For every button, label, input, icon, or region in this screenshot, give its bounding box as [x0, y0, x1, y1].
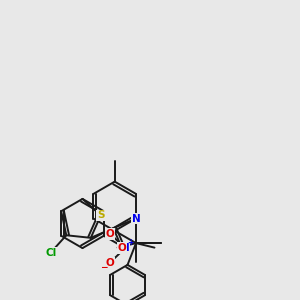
- Text: −: −: [100, 262, 107, 272]
- Text: O: O: [106, 229, 115, 239]
- Text: O: O: [118, 243, 126, 253]
- Text: N: N: [132, 214, 140, 224]
- Text: S: S: [97, 210, 104, 220]
- Text: O: O: [106, 257, 115, 268]
- Text: N: N: [121, 243, 130, 253]
- Text: Cl: Cl: [45, 248, 56, 258]
- Text: +: +: [128, 238, 134, 247]
